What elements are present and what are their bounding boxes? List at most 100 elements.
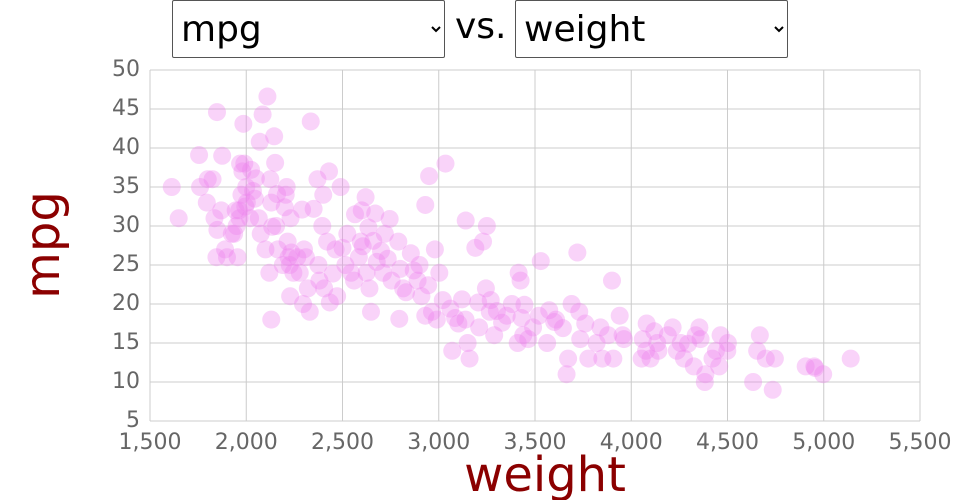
- point: [419, 276, 438, 295]
- point: [633, 330, 652, 349]
- point: [593, 349, 612, 368]
- point: [352, 201, 371, 220]
- point: [275, 198, 294, 217]
- point: [706, 341, 725, 360]
- point: [309, 256, 328, 274]
- point: [253, 105, 272, 124]
- point: [423, 302, 442, 321]
- point: [765, 349, 784, 368]
- point: [308, 170, 327, 189]
- point: [304, 199, 323, 218]
- point: [231, 154, 250, 173]
- point: [458, 334, 477, 352]
- point: [336, 256, 355, 274]
- point: [207, 103, 226, 122]
- point: [485, 326, 504, 345]
- point: [515, 295, 534, 314]
- point: [420, 167, 439, 186]
- point: [453, 290, 472, 309]
- point: [349, 248, 368, 267]
- point: [703, 349, 722, 368]
- point: [718, 334, 737, 352]
- point: [234, 114, 253, 133]
- point: [637, 341, 656, 360]
- point: [531, 252, 550, 271]
- y-tick-label: 45: [112, 96, 140, 121]
- point: [469, 293, 488, 312]
- point: [213, 146, 232, 165]
- point: [361, 302, 380, 321]
- point: [326, 240, 345, 259]
- point: [603, 271, 621, 290]
- point: [691, 330, 710, 349]
- point: [225, 224, 244, 243]
- point: [318, 232, 337, 251]
- x-variable-select[interactable]: weight: [515, 0, 788, 58]
- point: [508, 334, 527, 352]
- point: [397, 283, 416, 302]
- point: [663, 318, 682, 337]
- point: [514, 326, 533, 345]
- x-tick-label: 4,500: [696, 430, 759, 455]
- point: [282, 243, 301, 262]
- point: [649, 341, 668, 360]
- point: [278, 232, 297, 251]
- point: [353, 237, 372, 256]
- point: [245, 189, 264, 208]
- point: [315, 279, 334, 298]
- point: [281, 209, 300, 228]
- point: [249, 209, 268, 228]
- point: [814, 365, 833, 384]
- point: [256, 240, 275, 259]
- point: [276, 185, 295, 204]
- point: [841, 349, 860, 368]
- point: [443, 341, 462, 360]
- point: [671, 334, 690, 352]
- point: [658, 326, 677, 345]
- x-tick-label: 4,000: [600, 430, 663, 455]
- y-variable-select[interactable]: mpg: [172, 0, 445, 58]
- point: [576, 314, 595, 333]
- point: [718, 341, 737, 360]
- point: [449, 314, 468, 333]
- point: [328, 287, 347, 306]
- point: [480, 302, 499, 321]
- point: [382, 271, 401, 290]
- point: [390, 309, 409, 328]
- point: [538, 334, 557, 352]
- point: [227, 217, 246, 235]
- point: [562, 295, 581, 313]
- point: [345, 271, 364, 290]
- y-tick-label: 10: [112, 369, 140, 394]
- point: [267, 217, 286, 235]
- point: [310, 271, 329, 290]
- point: [169, 209, 188, 228]
- point: [367, 252, 386, 271]
- point: [241, 209, 260, 228]
- point: [796, 357, 815, 376]
- point: [466, 238, 485, 257]
- point: [477, 217, 496, 235]
- x-tick-label: 3,500: [504, 430, 567, 455]
- point: [233, 162, 252, 181]
- point: [338, 224, 357, 243]
- point: [476, 279, 495, 298]
- point: [313, 217, 332, 235]
- point: [529, 306, 548, 325]
- point: [277, 178, 296, 196]
- point: [333, 238, 352, 257]
- point: [366, 204, 385, 223]
- point: [637, 314, 656, 333]
- point: [401, 244, 420, 263]
- point: [298, 279, 317, 298]
- point: [710, 357, 729, 376]
- point: [632, 349, 651, 368]
- point: [260, 263, 279, 282]
- point: [266, 153, 285, 172]
- point: [351, 232, 370, 251]
- point: [497, 306, 516, 325]
- point: [191, 178, 210, 196]
- point: [433, 291, 452, 310]
- point: [690, 318, 709, 337]
